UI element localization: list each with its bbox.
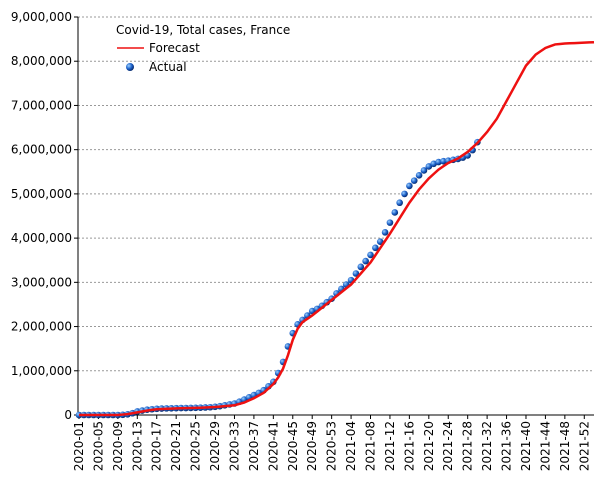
x-tick-label: 2020-45 (286, 421, 300, 471)
legend-label: Actual (149, 60, 187, 74)
actual-point (367, 251, 374, 259)
forecast-line (79, 40, 595, 417)
y-tick-label: 3,000,000 (11, 275, 72, 289)
actual-point (381, 229, 389, 236)
legend-label: Forecast (149, 41, 200, 55)
actual-point (406, 182, 413, 190)
x-tick-label: 2021-36 (500, 421, 514, 471)
y-tick-label: 9,000,000 (11, 10, 72, 24)
x-tick-label: 2021-16 (402, 421, 416, 471)
x-tick-label: 2020-21 (169, 421, 183, 471)
x-tick-label: 2020-01 (72, 421, 86, 471)
actual-point (401, 190, 408, 198)
x-tick-label: 2021-28 (461, 421, 475, 471)
actual-point (357, 263, 365, 271)
actual-point (415, 172, 423, 179)
x-tick-label: 2020-49 (305, 421, 319, 471)
actual-point (420, 167, 428, 174)
x-tick-label: 2021-44 (538, 421, 552, 471)
x-tick-label: 2020-37 (247, 421, 261, 471)
actual-point (372, 244, 379, 252)
actual-point (376, 238, 384, 245)
actual-point (410, 177, 418, 184)
x-tick-label: 2020-33 (227, 421, 241, 471)
x-tick-label: 2020-53 (325, 421, 339, 471)
legend-swatch (126, 63, 134, 71)
x-tick-label: 2020-05 (91, 421, 105, 471)
actual-point (352, 270, 360, 277)
x-tick-label: 2020-09 (111, 421, 125, 471)
x-tick-label: 2021-52 (577, 421, 591, 471)
x-tick-label: 2021-24 (441, 421, 455, 471)
x-tick-label: 2020-29 (208, 421, 222, 471)
x-tick-label: 2020-13 (130, 421, 144, 471)
y-tick-label: 8,000,000 (11, 54, 72, 68)
y-tick-label: 0 (64, 408, 72, 422)
x-tick-label: 2020-41 (266, 421, 280, 471)
x-tick-label: 2020-25 (189, 421, 203, 471)
actual-point (440, 157, 447, 165)
x-tick-label: 2020-17 (150, 421, 164, 471)
y-tick-label: 7,000,000 (11, 98, 72, 112)
x-tick-label: 2021-04 (344, 421, 358, 471)
y-tick-label: 5,000,000 (11, 187, 72, 201)
y-tick-label: 2,000,000 (11, 320, 72, 334)
actual-point (396, 199, 403, 207)
actual-point (386, 219, 394, 226)
x-tick-label: 2021-32 (480, 421, 494, 471)
actual-point (425, 163, 433, 170)
actual-point (391, 209, 399, 216)
y-tick-label: 4,000,000 (11, 231, 72, 245)
legend-title: Covid-19, Total cases, France (116, 23, 290, 37)
x-tick-label: 2021-48 (558, 421, 572, 471)
y-tick-label: 1,000,000 (11, 364, 72, 378)
y-tick-label: 6,000,000 (11, 143, 72, 157)
x-tick-label: 2021-08 (364, 421, 378, 471)
x-tick-label: 2021-12 (383, 421, 397, 471)
actual-point (362, 257, 369, 265)
x-tick-label: 2021-20 (422, 421, 436, 471)
x-tick-label: 2021-40 (519, 421, 533, 471)
